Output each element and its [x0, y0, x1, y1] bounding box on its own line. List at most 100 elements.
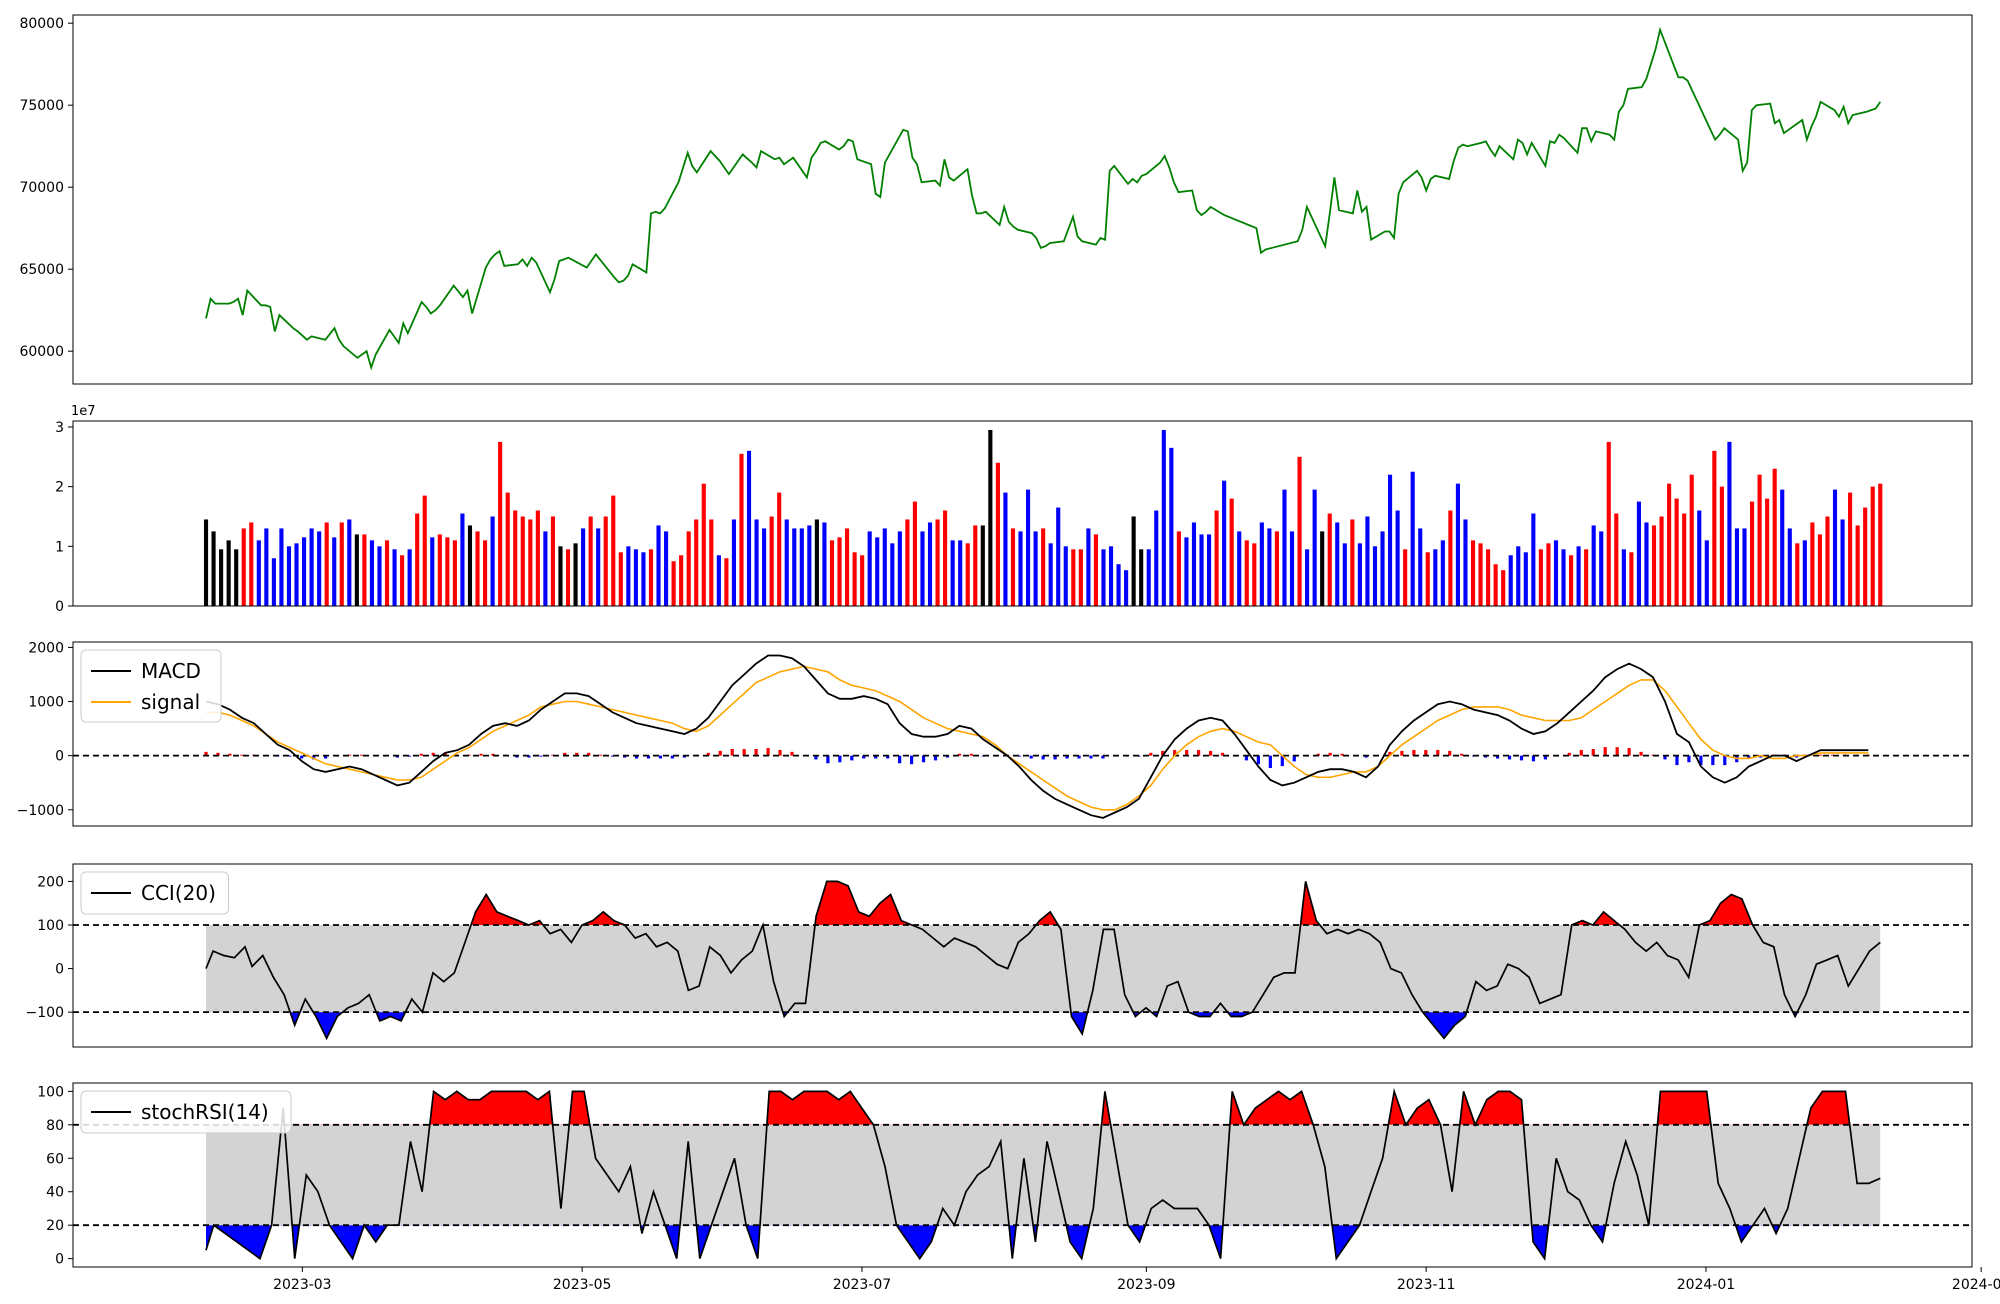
volume-bar [1787, 528, 1792, 606]
macd-histogram-bar [204, 751, 208, 756]
volume-bar [279, 528, 284, 606]
volume-bar [1237, 531, 1242, 606]
price-ytick-label: 80000 [19, 16, 64, 32]
macd-histogram-bar [491, 753, 495, 756]
volume-bar [852, 552, 857, 606]
cci-panel-frame [72, 863, 1973, 1048]
volume-bar [701, 483, 706, 606]
macd-histogram-bar [527, 755, 531, 758]
volume-bar [505, 492, 510, 606]
macd-ytick-label: 0 [55, 749, 64, 765]
volume-bar [641, 552, 646, 606]
volume-bar [1772, 468, 1777, 606]
volume-bar [1410, 471, 1415, 606]
volume-bar [1350, 519, 1355, 606]
macd-histogram-bar [1543, 755, 1548, 760]
volume-bar [1591, 525, 1596, 606]
macd-histogram-bar [778, 749, 782, 756]
volume-bar [927, 522, 933, 606]
volume-bar [271, 558, 276, 606]
macd-histogram-bar [718, 750, 722, 756]
macd-histogram-bar [1531, 755, 1536, 762]
volume-bar [822, 522, 827, 606]
macd-histogram-bar [670, 755, 675, 759]
volume-bar [1010, 528, 1016, 606]
macd-histogram-bar [945, 755, 950, 758]
macd-histogram-bar [407, 755, 411, 757]
volume-bar [1802, 540, 1807, 606]
volume-bar [950, 540, 955, 606]
volume-bar [1810, 522, 1815, 606]
macd-histogram-bar [1292, 755, 1296, 762]
volume-bar [1244, 540, 1249, 606]
macd-histogram-bar [563, 752, 567, 756]
macd-panel-frame [72, 641, 1973, 827]
volume-bar [1048, 543, 1053, 606]
volume-bar [844, 528, 850, 606]
macd-legend-label: MACD [141, 659, 201, 683]
volume-bar [467, 525, 473, 606]
cci-ytick-label: 200 [37, 874, 64, 890]
macd-histogram-bar [898, 755, 902, 764]
volume-bar [1719, 486, 1724, 606]
volume-bar [988, 429, 993, 606]
macd-histogram-bar [1818, 754, 1823, 756]
macd-histogram-bar [228, 753, 232, 756]
macd-histogram-bar [1507, 755, 1512, 760]
volume-bar [1327, 513, 1332, 606]
macd-histogram-bar [862, 755, 866, 759]
volume-bar [694, 519, 699, 606]
macd-histogram-bar [611, 755, 615, 757]
volume-bar [1576, 546, 1581, 606]
macd-histogram-bar [921, 755, 926, 763]
volume-bar [1071, 549, 1076, 606]
volume-bar [709, 519, 714, 606]
volume-bar [588, 516, 593, 606]
volume-bar [1199, 534, 1204, 606]
macd-histogram-bar [347, 754, 352, 756]
macd-histogram-bar [1280, 755, 1284, 767]
volume-bar [226, 540, 231, 606]
volume-bar [1825, 516, 1830, 606]
volume-bar [1546, 543, 1551, 606]
macd-histogram-bar [1723, 755, 1727, 766]
volume-bar [1757, 474, 1762, 606]
macd-histogram-bar [1053, 755, 1057, 760]
volume-bar [294, 543, 299, 606]
volume-bar [1041, 528, 1046, 606]
volume-bar [452, 540, 457, 606]
volume-bar [648, 549, 654, 606]
volume-bar [1289, 531, 1295, 606]
macd-histogram-bar [240, 754, 244, 756]
volume-bar [769, 516, 774, 606]
volume-bar [1176, 531, 1181, 606]
price-panel-frame [72, 14, 1973, 385]
macd-histogram-bar [1077, 755, 1081, 759]
volume-bar [1689, 474, 1694, 606]
volume-bar [1855, 525, 1860, 606]
volume-bar [1463, 519, 1468, 606]
volume-bar [535, 510, 540, 606]
volume-bar [1584, 549, 1589, 606]
volume-ytick-label: 0 [55, 599, 64, 615]
volume-bar [1538, 549, 1543, 606]
volume-bar [1780, 489, 1785, 606]
volume-bar [1606, 441, 1611, 606]
volume-bar [731, 519, 736, 606]
volume-bar [724, 558, 729, 606]
macd-ytick-label: 1000 [28, 695, 64, 711]
signal-line [206, 665, 1869, 811]
volume-bar [362, 534, 367, 606]
volume-bar [354, 534, 359, 606]
volume-bar [1440, 540, 1445, 606]
volume-bar [943, 510, 948, 606]
volume-bar [347, 519, 352, 606]
volume-bar [1863, 507, 1868, 606]
macd-histogram-bar [216, 752, 220, 756]
volume-bar [1742, 528, 1747, 606]
macd-histogram-bar [1328, 752, 1332, 756]
volume-bar [1749, 501, 1755, 606]
volume-bar [286, 546, 292, 606]
volume-bar [309, 528, 314, 606]
macd-histogram-bar [1711, 755, 1715, 766]
